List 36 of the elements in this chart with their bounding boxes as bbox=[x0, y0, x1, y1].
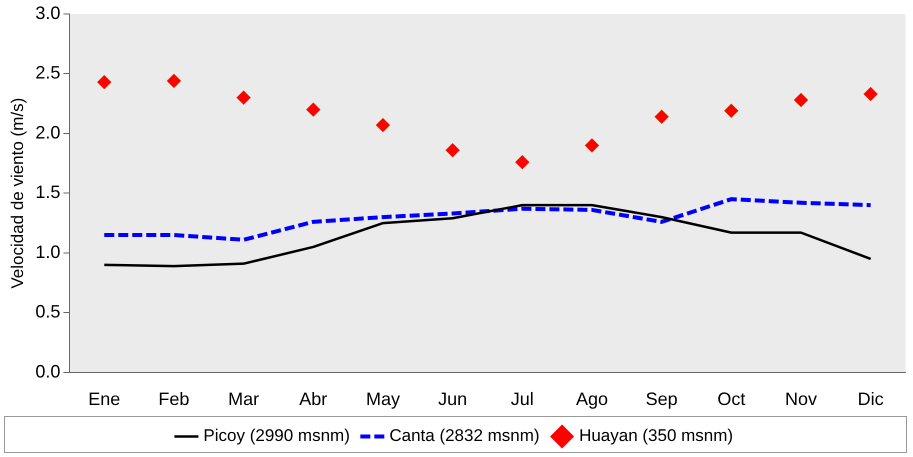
x-tick-label: Mar bbox=[228, 389, 260, 410]
point bbox=[445, 142, 460, 158]
point bbox=[863, 86, 878, 102]
line-series bbox=[102, 197, 873, 242]
legend-label: Huayan (350 msnm) bbox=[579, 426, 734, 446]
x-tick-label: Feb bbox=[158, 389, 190, 410]
x-tick-label: Dic bbox=[858, 389, 884, 410]
y-tick-label: 0.5 bbox=[35, 302, 60, 322]
point bbox=[376, 118, 390, 132]
point bbox=[236, 90, 251, 105]
x-tick-label: Ene bbox=[88, 389, 120, 410]
x-tick-label: Sep bbox=[646, 389, 678, 410]
point bbox=[724, 104, 739, 118]
y-tick-label: 2.5 bbox=[35, 62, 60, 83]
point bbox=[166, 74, 182, 88]
point bbox=[654, 109, 669, 124]
x-tick-label: Abr bbox=[299, 389, 328, 410]
y-tick-label: 1.0 bbox=[35, 242, 60, 262]
y-tick-label: 0.0 bbox=[35, 361, 60, 382]
point bbox=[97, 74, 112, 90]
y-tick-label: 3.0 bbox=[35, 2, 60, 23]
x-tick-label: Jul bbox=[510, 389, 534, 410]
x-tick-label: May bbox=[366, 389, 400, 410]
point bbox=[306, 102, 321, 117]
x-tick-label: Nov bbox=[784, 389, 817, 410]
y-tick-label: 2.0 bbox=[35, 122, 60, 142]
x-tick-label: Ago bbox=[576, 389, 608, 410]
legend-label: Picoy (2990 msnm) bbox=[203, 426, 350, 446]
y-axis-title: Velocidad de viento (m/s) bbox=[8, 98, 27, 289]
point bbox=[584, 138, 600, 153]
y-tick-label: 1.5 bbox=[35, 182, 60, 202]
legend-label: Canta (2832 msnm) bbox=[389, 426, 540, 446]
point bbox=[794, 92, 808, 108]
x-tick-label: Jun bbox=[438, 389, 468, 410]
x-tick-label: Oct bbox=[717, 389, 746, 410]
point bbox=[515, 154, 530, 170]
